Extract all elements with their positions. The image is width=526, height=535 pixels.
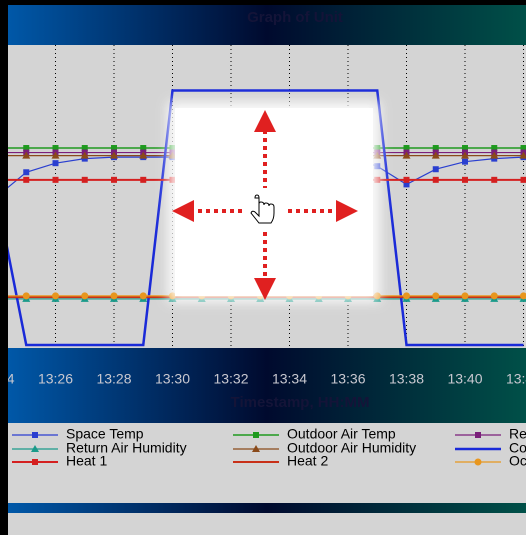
marker — [81, 145, 88, 152]
legend-label: Heat 2 — [287, 453, 328, 469]
x-tick-label: 13:30 — [155, 371, 190, 387]
marker — [31, 445, 39, 452]
legend-label: Outdoor Air Temp — [287, 426, 396, 442]
marker — [432, 145, 439, 152]
bottom-bar — [8, 503, 526, 513]
x-ticks: 13:24 13:26 13:28 13:30 13:32 13:34 13:36 13:38… — [0, 371, 526, 387]
marker — [491, 176, 498, 183]
marker — [403, 181, 410, 188]
marker — [23, 145, 30, 152]
series-line — [8, 89, 524, 347]
marker — [111, 145, 117, 152]
marker — [51, 151, 60, 159]
x-tick-label: 13:24 — [0, 371, 15, 387]
legend-label: Occ — [509, 453, 526, 469]
marker — [111, 176, 117, 183]
marker — [490, 292, 498, 300]
overlay-box — [175, 108, 373, 296]
x-tick-label: 13:32 — [213, 371, 248, 387]
marker — [139, 151, 148, 159]
legend-label: Con — [509, 440, 526, 456]
x-tick-label: 13:42 — [506, 371, 526, 387]
drag-overlay — [168, 102, 380, 302]
marker — [432, 176, 439, 183]
marker — [52, 292, 59, 300]
marker — [81, 292, 89, 300]
marker — [110, 292, 118, 300]
marker — [23, 169, 30, 176]
legend-label: Return Air Humidity — [66, 440, 187, 456]
chart-title: Graph of Unit — [247, 9, 343, 26]
x-tick-label: 13:28 — [96, 371, 131, 387]
marker — [432, 292, 440, 300]
marker — [462, 158, 468, 165]
x-tick-label: 13:26 — [38, 371, 73, 387]
marker — [140, 176, 147, 183]
status-area — [8, 513, 526, 535]
marker — [491, 145, 498, 152]
arrow-heads — [172, 110, 358, 300]
marker — [403, 292, 410, 300]
x-axis-bar — [8, 348, 526, 423]
marker — [520, 292, 526, 300]
legend-label: Heat 1 — [66, 453, 107, 469]
marker — [475, 432, 481, 438]
marker — [490, 151, 499, 159]
marker — [110, 151, 118, 159]
marker — [461, 151, 469, 159]
legend: Space Temp Outdoor Air Temp Ret Return Air … — [12, 426, 526, 469]
marker — [80, 151, 89, 159]
marker — [52, 160, 59, 167]
pan-arrows — [190, 130, 340, 282]
marker — [139, 292, 147, 300]
marker — [140, 145, 147, 152]
marker — [519, 151, 526, 159]
legend-label: Ret — [509, 426, 526, 442]
marker — [32, 432, 38, 438]
marker — [23, 176, 30, 183]
x-tick-label: 13:34 — [272, 371, 307, 387]
marker — [32, 459, 38, 465]
marker — [403, 145, 410, 152]
x-tick-label: 13:38 — [389, 371, 424, 387]
marker — [22, 292, 30, 300]
marker — [520, 145, 526, 152]
marker — [431, 151, 440, 159]
marker — [491, 155, 498, 162]
marker — [52, 145, 59, 152]
marker — [52, 176, 59, 183]
marker — [22, 151, 31, 159]
legend-label: Outdoor Air Humidity — [287, 440, 416, 456]
marker — [520, 176, 526, 183]
marker — [252, 445, 260, 452]
hand-cursor — [250, 194, 275, 224]
legend-label: Space Temp — [66, 426, 144, 442]
marker — [81, 155, 88, 162]
x-tick-label: 13:36 — [330, 371, 365, 387]
title-bar — [8, 5, 526, 45]
x-tick-label: 13:40 — [447, 371, 482, 387]
marker — [462, 176, 468, 183]
marker — [402, 151, 411, 159]
marker — [253, 432, 259, 438]
marker — [474, 458, 482, 466]
marker — [403, 176, 410, 183]
x-axis-label: Timestamp, HH:MM — [231, 394, 370, 411]
marker — [462, 145, 468, 152]
marker — [432, 166, 439, 173]
marker — [461, 292, 469, 300]
marker — [81, 176, 88, 183]
